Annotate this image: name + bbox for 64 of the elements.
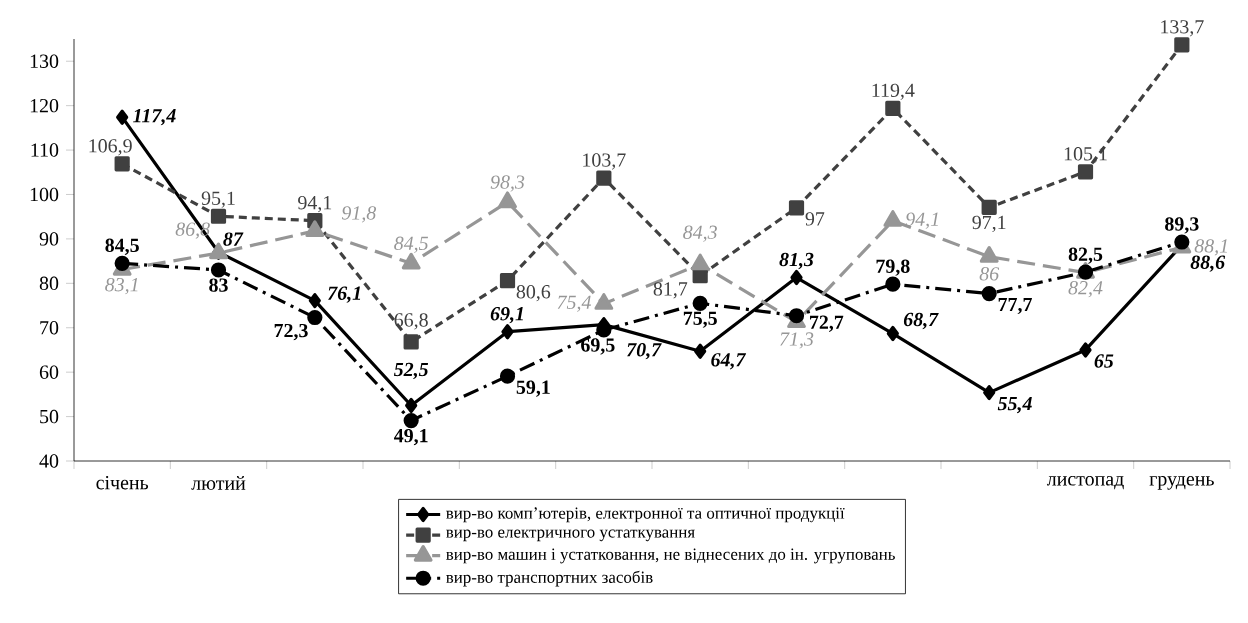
- legend-label: вир-во транспортних засобів: [446, 570, 653, 587]
- y-tick-label: 70: [40, 321, 59, 335]
- y-tick-label: 80: [39, 276, 59, 291]
- data-label: 117,4: [133, 109, 176, 126]
- data-label: 88,6: [1190, 255, 1226, 272]
- y-tick-label: 110: [31, 143, 59, 157]
- data-label: 91,8: [342, 206, 377, 223]
- data-label: 65: [1094, 354, 1114, 368]
- data-label: 133,7: [1161, 20, 1204, 37]
- data-label: 72,7: [810, 315, 844, 332]
- data-label: 97,1: [972, 215, 1006, 233]
- data-label: 68,7: [903, 312, 939, 330]
- data-label: 59,1: [516, 380, 550, 397]
- legend-label: вир-во машин і устатковання, не віднесених до ін. угруповань: [446, 548, 895, 564]
- y-tick-label: 100: [30, 187, 59, 202]
- data-label: 55,4: [997, 396, 1032, 414]
- data-label: 64,7: [711, 353, 747, 370]
- data-label: 84,5: [394, 236, 429, 253]
- data-label: 82,5: [1068, 247, 1103, 264]
- data-label: 75,5: [683, 311, 717, 328]
- legend-label: вир-во електричного устаткування: [446, 529, 695, 542]
- x-tick-label: листопад: [1046, 476, 1124, 490]
- data-label: 77,7: [998, 297, 1032, 315]
- data-label: 95,1: [201, 191, 235, 208]
- y-tick-label: 90: [39, 232, 59, 246]
- data-label: 49,1: [394, 428, 428, 446]
- data-label: 103,7: [583, 153, 626, 170]
- data-label: 97: [805, 212, 825, 226]
- data-label: 119,4: [872, 83, 915, 100]
- data-label: 76,1: [328, 286, 361, 303]
- data-label: 75,4: [557, 295, 592, 312]
- data-label: 83,1: [105, 277, 138, 295]
- y-tick-label: 60: [39, 365, 59, 379]
- data-label: 84,5: [105, 238, 139, 255]
- data-label: 52,5: [393, 362, 429, 380]
- data-label: 81,3: [779, 252, 814, 270]
- data-label: 106,9: [89, 139, 132, 156]
- x-tick-label: лютий: [191, 476, 246, 490]
- data-label: 71,3: [780, 332, 814, 349]
- data-label: 89,3: [1165, 217, 1199, 234]
- x-tick-label: січень: [96, 476, 149, 490]
- data-label: 69,1: [490, 307, 523, 324]
- y-tick-label: 40: [39, 454, 59, 468]
- data-label: 94,1: [905, 212, 938, 229]
- data-label: 98,3: [490, 175, 525, 192]
- data-label: 83: [209, 278, 228, 292]
- data-label: 79,8: [876, 259, 910, 276]
- y-tick-label: 50: [40, 409, 59, 424]
- data-label: 81,7: [653, 282, 688, 299]
- data-label: 88,1: [1194, 239, 1227, 256]
- data-label: 72,3: [274, 323, 308, 341]
- data-label: 87: [223, 232, 244, 246]
- x-tick-label: грудень: [1149, 476, 1214, 490]
- y-tick-label: 120: [30, 98, 59, 113]
- data-label: 80,6: [516, 285, 551, 302]
- data-label: 66,8: [394, 313, 428, 330]
- data-label: 69,5: [581, 338, 615, 355]
- data-label: 86: [979, 267, 1000, 281]
- data-label: 70,7: [627, 343, 662, 360]
- data-label: 94,1: [298, 196, 332, 213]
- data-label: 84,3: [683, 225, 717, 242]
- y-tick-label: 130: [30, 54, 59, 68]
- data-label: 82,4: [1068, 281, 1103, 298]
- legend-label: вир-во комп’ютерів, електронної та оптичної продукції: [446, 507, 845, 523]
